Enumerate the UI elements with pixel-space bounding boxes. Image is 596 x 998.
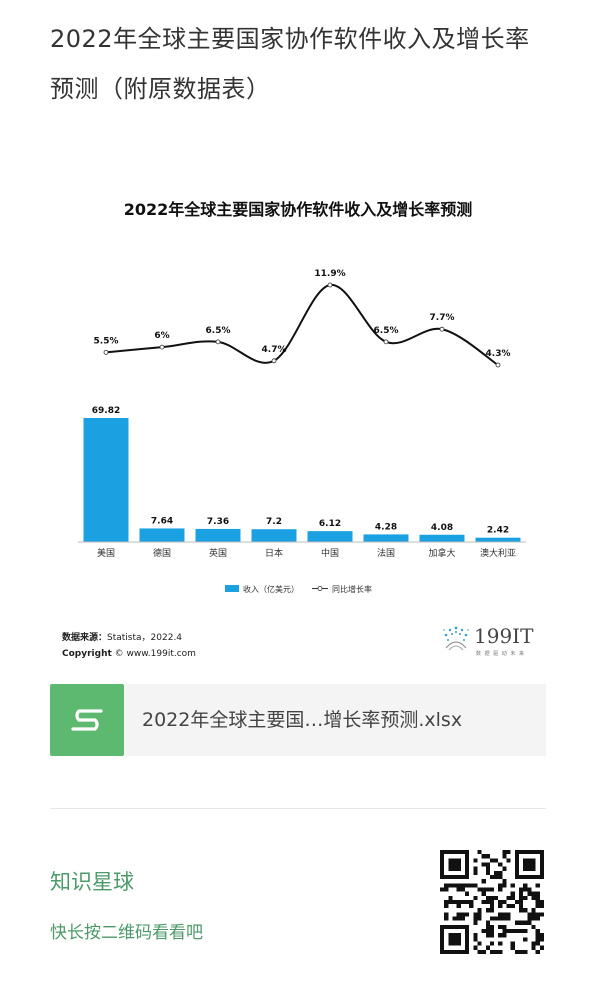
chart-card: 2022年全球主要国家协作软件收入及增长率预测 69.82 7.64 7.36 7.2… [50,170,546,665]
line-point [495,362,501,368]
planet-title: 知识星球 [50,870,134,894]
bar-value-label: 69.82 [92,406,120,416]
bar-value-label: 2.42 [487,526,509,536]
x-tick-label: 日本 [265,547,283,559]
bar-value-label: 7.64 [151,516,173,526]
brand-logo: 199IT 数 据 驱 动 未 来 [438,622,538,662]
line-value-label: 6% [154,331,169,341]
growth-line [105,283,499,366]
copyright-value: © www.199it.com [114,649,196,659]
bar [195,528,241,542]
line-value-label: 7.7% [430,313,455,323]
x-tick-label: 中国 [321,547,339,559]
x-tick-label: 澳大利亚 [480,547,516,559]
combo-chart: 69.82 7.64 7.36 7.2 6.12 4.28 4.08 2.42 5.5% 6% 6… [78,269,526,594]
x-tick-label: 美国 [97,547,115,559]
source-label: 数据来源： [62,633,108,643]
chart-title: 2022年全球主要国家协作软件收入及增长率预测 [123,200,473,219]
x-tick-label: 德国 [153,547,171,559]
bar [251,529,297,542]
bar-value-label: 7.2 [266,517,282,527]
bar [419,534,465,542]
spreadsheet-s-icon [50,684,124,756]
copyright-label: Copyright [62,649,112,659]
source-value: Statista，2022.4 [107,633,183,643]
legend-line-label: 同比增长率 [332,584,372,594]
bar [307,531,353,542]
attachment-card[interactable]: 2022年全球主要国…增长率预测.xlsx [50,684,546,756]
line-value-label: 5.5% [94,336,119,346]
legend-bar-swatch [225,585,239,592]
line-value-label: 6.5% [374,326,399,336]
bar [363,534,409,542]
qr-code[interactable] [440,850,544,954]
article-title: 2022年全球主要国家协作软件收入及增长率预测（附原数据表） [50,25,530,103]
planet-subtitle: 快长按二维码看看吧 [50,923,203,943]
line-point [159,344,165,350]
line-point [103,349,109,355]
line-point [383,339,389,345]
brand-tagline: 数 据 驱 动 未 来 [476,651,525,657]
line-value-label: 4.3% [486,349,511,359]
x-tick-label: 英国 [209,547,227,559]
x-tick-label: 加拿大 [428,547,455,559]
bar [139,528,185,542]
bar-value-label: 7.36 [207,517,229,527]
line-point [327,282,333,288]
line-value-label: 11.9% [314,269,345,279]
divider [50,808,546,809]
dandelion-icon [443,626,469,651]
bar [475,537,521,542]
source-note: 数据来源：Statista，2022.4 Copyright © www.199… [62,630,196,662]
legend-bar-label: 收入（亿美元） [243,584,299,594]
line-value-label: 4.7% [262,345,287,355]
line-point [271,358,277,364]
x-tick-label: 法国 [377,547,395,559]
legend-line-marker [317,586,323,591]
bar-value-label: 4.28 [375,522,397,532]
attachment-filename: 2022年全球主要国…增长率预测.xlsx [142,709,463,731]
bar [83,418,129,542]
bar-value-label: 6.12 [319,519,341,529]
bar-value-label: 4.08 [431,523,453,533]
line-point [439,326,445,332]
line-point [215,339,221,345]
brand-name: 199IT [474,624,534,648]
line-value-label: 6.5% [206,326,231,336]
